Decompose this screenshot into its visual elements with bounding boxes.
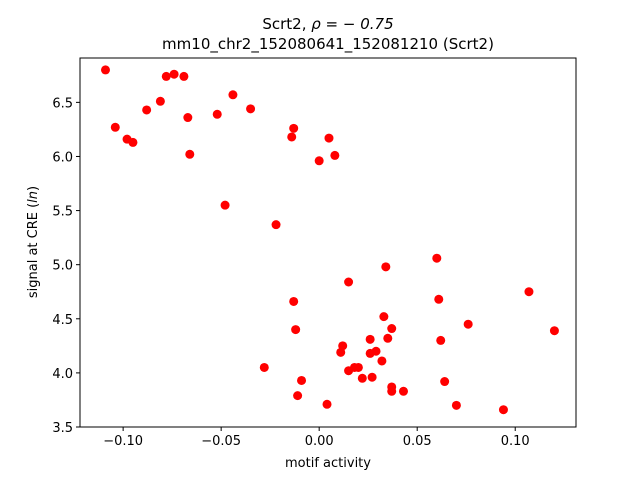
data-point bbox=[367, 372, 377, 382]
data-point bbox=[183, 113, 193, 123]
data-point bbox=[353, 362, 363, 372]
data-point bbox=[291, 325, 301, 335]
y-axis-label: signal at CRE (ln) bbox=[26, 186, 41, 298]
data-point bbox=[330, 150, 340, 160]
data-point bbox=[498, 405, 508, 415]
data-point bbox=[271, 220, 281, 230]
x-tick-label: −0.10 bbox=[103, 434, 143, 449]
data-point bbox=[155, 96, 165, 106]
data-point bbox=[432, 253, 442, 263]
data-point bbox=[110, 122, 120, 132]
data-point bbox=[434, 294, 444, 304]
data-point bbox=[377, 356, 387, 366]
data-point bbox=[289, 296, 299, 306]
data-point bbox=[142, 105, 152, 115]
data-point bbox=[161, 71, 171, 81]
data-point bbox=[383, 333, 393, 343]
x-tick-label: 0.10 bbox=[501, 434, 530, 449]
x-tick-label: 0.05 bbox=[403, 434, 432, 449]
data-point bbox=[128, 137, 138, 147]
y-tick-label: 4.5 bbox=[52, 313, 73, 328]
data-point bbox=[381, 262, 391, 272]
data-point bbox=[259, 362, 269, 372]
points-layer bbox=[100, 65, 559, 415]
data-point bbox=[344, 277, 354, 287]
data-point bbox=[387, 386, 397, 396]
x-axis-label: motif activity bbox=[285, 456, 371, 471]
y-tick-label: 6.0 bbox=[52, 150, 73, 165]
y-axis-label-math: ln bbox=[26, 191, 41, 203]
data-point bbox=[289, 123, 299, 133]
y-tick-label: 5.0 bbox=[52, 259, 73, 274]
y-tick-label: 6.5 bbox=[52, 96, 73, 111]
x-tick-label: −0.05 bbox=[201, 434, 241, 449]
data-point bbox=[322, 399, 332, 409]
y-tick-label: 3.5 bbox=[52, 421, 73, 436]
data-point bbox=[100, 65, 110, 75]
data-point bbox=[379, 312, 389, 322]
data-point bbox=[365, 334, 375, 344]
data-point bbox=[297, 375, 307, 385]
y-tick-label: 4.0 bbox=[52, 367, 73, 382]
data-point bbox=[169, 69, 179, 79]
y-tick-label: 5.5 bbox=[52, 205, 73, 220]
data-point bbox=[293, 391, 303, 401]
y-axis: 3.5 4.0 4.5 5.0 5.5 6.0 6.5 bbox=[52, 96, 80, 436]
data-point bbox=[287, 132, 297, 142]
title-math: ρ = − 0.75 bbox=[311, 15, 393, 33]
data-point bbox=[463, 319, 473, 329]
data-point bbox=[440, 377, 450, 387]
data-point bbox=[179, 71, 189, 81]
data-point bbox=[451, 400, 461, 410]
x-axis: −0.10 −0.05 0.00 0.05 0.10 bbox=[103, 427, 530, 449]
data-point bbox=[357, 373, 367, 383]
data-point bbox=[549, 326, 559, 336]
x-tick-label: 0.00 bbox=[305, 434, 334, 449]
data-point bbox=[314, 156, 324, 166]
plot-area-frame bbox=[79, 57, 577, 428]
data-point bbox=[371, 346, 381, 356]
data-point bbox=[228, 90, 238, 100]
data-point bbox=[436, 335, 446, 345]
data-point bbox=[220, 200, 230, 210]
data-point bbox=[398, 386, 408, 396]
chart-title-line1: Scrt2, ρ = − 0.75 bbox=[262, 15, 393, 33]
data-point bbox=[212, 109, 222, 119]
data-point bbox=[324, 133, 334, 143]
data-point bbox=[387, 324, 397, 334]
data-point bbox=[524, 287, 534, 297]
chart-title-line2: mm10_chr2_152080641_152081210 (Scrt2) bbox=[162, 35, 494, 54]
data-point bbox=[185, 149, 195, 159]
data-point bbox=[246, 104, 256, 114]
data-point bbox=[338, 341, 348, 351]
